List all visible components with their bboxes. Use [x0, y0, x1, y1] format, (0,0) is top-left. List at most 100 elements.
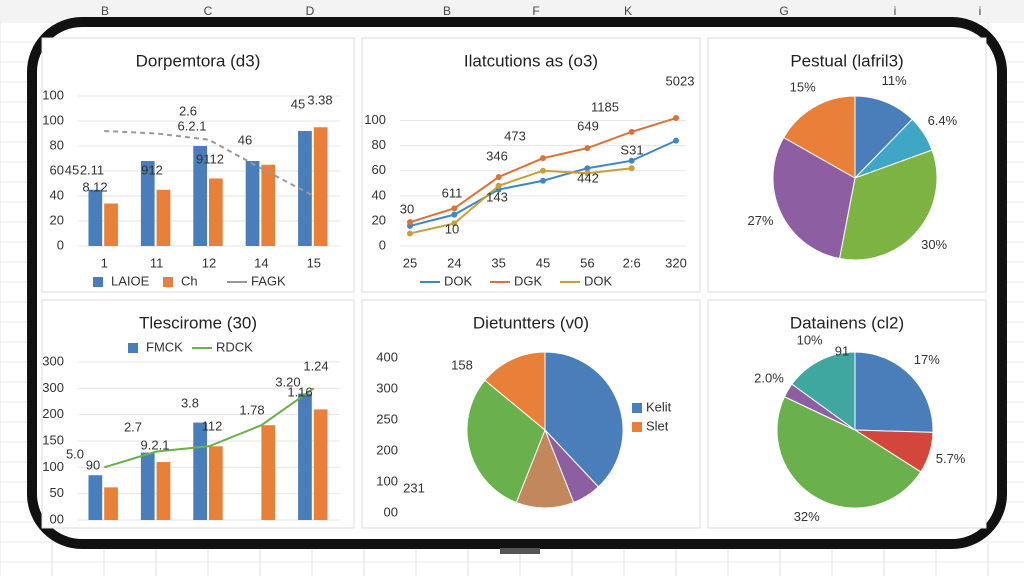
data-annotation: 30 [400, 201, 414, 216]
slice-label: 5.7% [936, 451, 966, 466]
y-tick-label: 40 [50, 187, 64, 202]
chart-title: Dorpemtora (d3) [136, 51, 261, 70]
data-annotation: 1.78 [239, 402, 264, 417]
x-tick-label: 35 [491, 255, 505, 270]
data-annotation: 912 [141, 162, 163, 177]
axis-label: 00 [384, 504, 398, 519]
column-header: G [779, 4, 788, 18]
pie-slice [484, 351, 546, 432]
point [451, 220, 458, 227]
data-annotation: 3.8 [181, 395, 199, 410]
series-line [103, 387, 315, 469]
y-tick-label: 00 [50, 511, 64, 526]
data-annotation: 1.24 [303, 358, 328, 373]
slice-label: 15% [790, 80, 816, 95]
legend-label: Ch [181, 273, 198, 288]
point [584, 170, 591, 177]
x-tick-label: 11 [150, 255, 164, 270]
point [584, 165, 591, 172]
bar [156, 189, 171, 246]
chart: Pestual (lafril3) 11% 6.4% 30% 27% 15% [748, 51, 958, 261]
y-tick-label: 300 [42, 380, 64, 395]
point [628, 128, 635, 135]
bar [313, 127, 328, 246]
bar [298, 131, 312, 246]
legend-label: RDCK [216, 339, 253, 354]
data-annotation: 611 [442, 185, 463, 200]
pie-slice [776, 396, 922, 509]
series-line [104, 130, 315, 197]
slice-label: 2.0% [754, 370, 784, 385]
slice-label: 11% [882, 73, 907, 88]
y-tick-label: 300 [42, 353, 64, 368]
data-annotation: 8.12 [82, 179, 107, 194]
y-tick-label: 100 [42, 87, 64, 102]
pie-slice [466, 379, 546, 504]
chart: Ilatcutions as (o3) 0 20 40 60 80 100 25 24 35 45 5… [364, 51, 694, 288]
data-annotation: 231 [403, 480, 425, 495]
data-annotation: 158 [451, 357, 473, 372]
column-header: D [306, 4, 315, 18]
bar [88, 475, 103, 520]
point [540, 177, 546, 184]
y-tick-label: 0 [379, 237, 386, 252]
x-tick-label: 45 [536, 255, 550, 270]
slice-label: 6.4% [928, 113, 958, 128]
axis-label: 300 [376, 380, 398, 395]
column-header: i [894, 4, 897, 18]
bar [261, 425, 276, 520]
data-annotation: 2.7 [124, 419, 142, 434]
legend-label: DGK [514, 273, 543, 288]
data-annotation: 9112 [196, 151, 224, 166]
pie-slice [838, 149, 938, 261]
y-tick-label: 0 [57, 237, 64, 252]
pie-slice [854, 351, 934, 433]
bar [245, 161, 260, 246]
y-tick-label: 60 [372, 162, 386, 177]
data-annotation: 45 [65, 162, 79, 177]
legend-swatch [128, 343, 138, 353]
bar [261, 164, 276, 246]
slice-label: 32% [794, 509, 820, 524]
pie-slice [854, 95, 913, 180]
point [407, 230, 413, 237]
data-annotation: 91 [835, 343, 849, 358]
chart-title: Datainens (cl2) [790, 313, 904, 332]
panels [41, 37, 987, 529]
point [451, 211, 458, 218]
legend-swatch [93, 277, 103, 287]
chart: Datainens (cl2) 17% 5.7% 32% 2.0% 10% 91 [754, 313, 966, 524]
data-annotation: 90 [86, 457, 100, 472]
chart: Tlescirome (30) 00 50 100 150 200 300 300 FMCK RD… [42, 313, 340, 526]
chart-title: Ilatcutions as (o3) [464, 51, 598, 70]
point [584, 145, 591, 152]
x-tick-label: 56 [580, 255, 594, 270]
x-tick-label: 25 [403, 255, 417, 270]
x-tick-label: 1 [101, 255, 108, 270]
scroll-handle [500, 548, 540, 554]
bar [313, 409, 328, 520]
data-annotation: 649 [577, 118, 599, 133]
x-tick-label: 320 [665, 255, 687, 270]
data-annotation: 2.6 [179, 103, 197, 118]
y-tick-label: 50 [50, 485, 64, 500]
column-header: B [443, 4, 451, 18]
slice-label: 10% [797, 332, 823, 347]
point [495, 182, 502, 189]
y-tick-label: 150 [42, 432, 64, 447]
point [540, 155, 546, 162]
point [673, 115, 679, 122]
bar [140, 452, 155, 520]
data-annotation: 3.38 [307, 92, 332, 107]
bar [193, 146, 207, 246]
data-annotation: 1.16 [287, 384, 312, 399]
data-annotation: 5.0 [66, 446, 84, 461]
x-tick-label: 12 [202, 255, 216, 270]
data-annotation: S31 [620, 142, 643, 157]
x-tick-label: 2:6 [623, 255, 641, 270]
y-tick-label: 20 [50, 212, 64, 227]
data-annotation: 1185 [591, 99, 619, 114]
point [540, 167, 546, 174]
